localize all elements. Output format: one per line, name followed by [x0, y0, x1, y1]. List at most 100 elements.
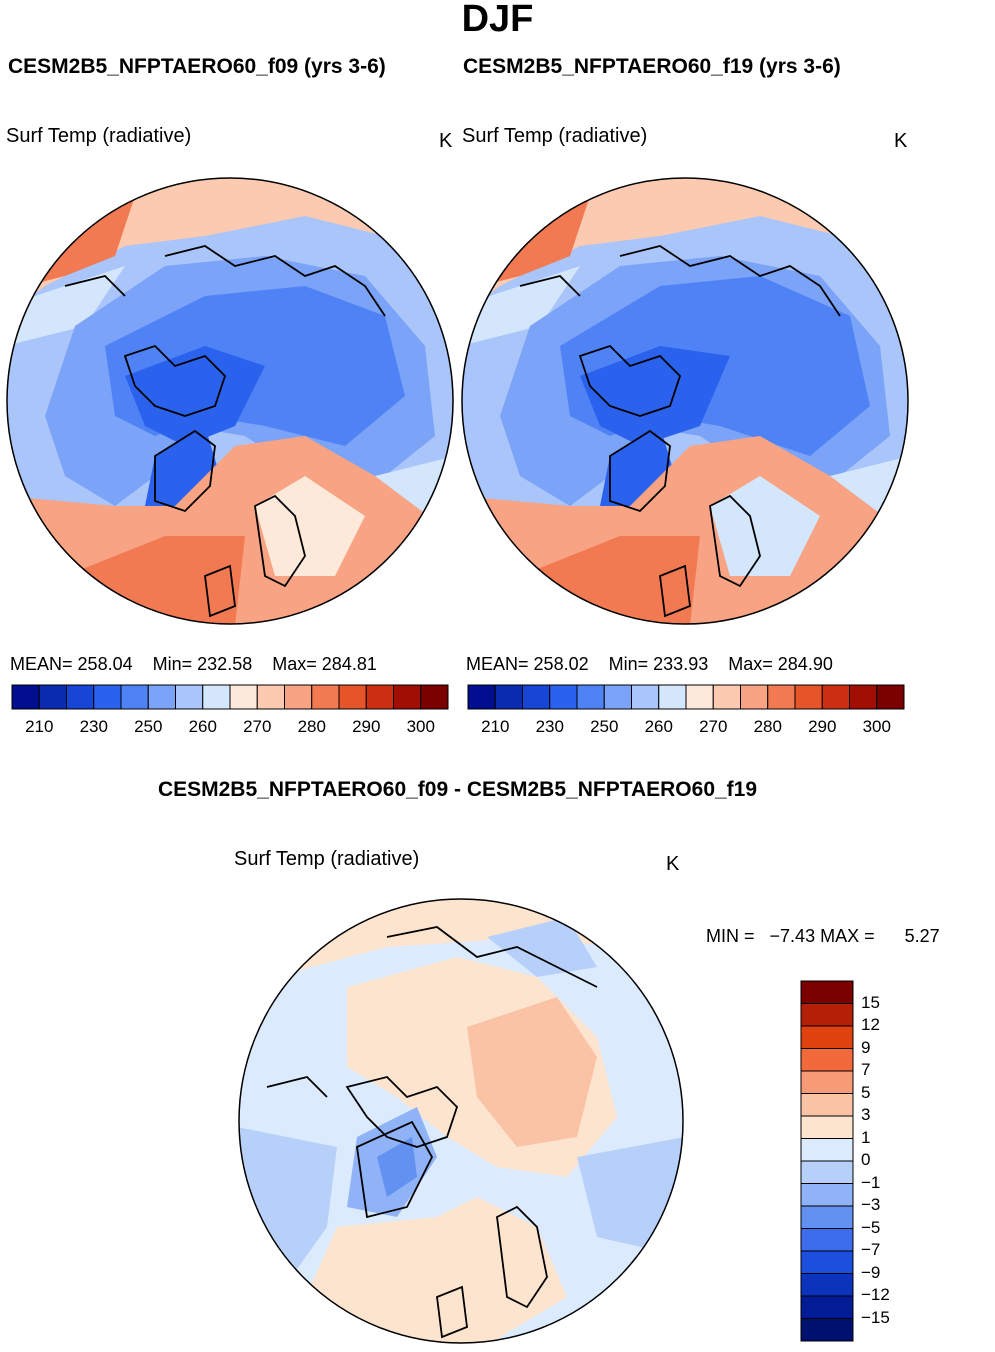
- panel3-map-boundary: [238, 898, 684, 1344]
- diff-title: CESM2B5_NFPTAERO60_f09 - CESM2B5_NFPTAER…: [157, 778, 758, 801]
- panel2-max-value: 284.90: [777, 654, 833, 674]
- panel3-map: [238, 898, 684, 1344]
- panel3-colorbar-box: [800, 1250, 854, 1274]
- panel2-colorbar-box: [522, 684, 551, 710]
- panel2-colorbar-tick-label: 270: [699, 717, 728, 736]
- panel3-colorbar: [800, 980, 854, 1342]
- panel1-colorbar-tick-label: 300: [406, 717, 435, 736]
- panel3-colorbar-box: [800, 980, 854, 1004]
- panel3-colorbar-tick-label: 9: [861, 1037, 871, 1057]
- panel1-colorbar-box: [311, 684, 340, 710]
- panel1-colorbar-box: [175, 684, 204, 710]
- panel3-colorbar-box: [800, 1318, 854, 1342]
- panel2-colorbar-box: [794, 684, 823, 710]
- panel2-canada-coldest: [580, 346, 730, 446]
- panel2-colorbar-box: [658, 684, 687, 710]
- panel3-max-label: MAX =: [820, 926, 875, 946]
- panel1-colorbar-box: [338, 684, 367, 710]
- panel3-min-value: −7.43: [769, 926, 816, 946]
- panel1-colorbar-tick-label: 250: [134, 717, 163, 736]
- panel3-colorbar-tick-label: −1: [861, 1172, 881, 1192]
- panel1-map-boundary: [6, 177, 454, 625]
- panel3-siberia-warmer: [467, 997, 597, 1147]
- panel3-colorbar-box: [800, 1205, 854, 1229]
- panel3-colorbar-tick-label: 5: [861, 1082, 871, 1102]
- panel1-colorbar-tick-label: 210: [25, 717, 54, 736]
- panel1-coastlines: [64, 245, 386, 618]
- panel3-colorbar-box: [800, 1160, 854, 1184]
- panel3-coastlines: [266, 926, 598, 1339]
- panel1-colorbar-box: [11, 684, 40, 710]
- panel3-colorbar-tick-label: −5: [861, 1217, 881, 1237]
- panel1-colorbar-tick-label: 260: [188, 717, 217, 736]
- panel3-max-value: 5.27: [904, 926, 940, 946]
- panel2-colorbar-tick-label: 260: [644, 717, 673, 736]
- panel2-units: K: [894, 130, 908, 152]
- panel1-colorbar-box: [147, 684, 176, 710]
- panel2-colorbar-tick-label: 230: [535, 717, 564, 736]
- panel2-coastlines: [519, 245, 841, 618]
- panel2-map: [461, 177, 909, 625]
- panel2-colorbar-box: [631, 684, 660, 710]
- panel1-colorbar-box: [393, 684, 422, 710]
- panel1-colorbar-tick-label: 230: [79, 717, 108, 736]
- panel2-variable-label: Surf Temp (radiative): [462, 125, 648, 147]
- panel2-colorbar-box: [576, 684, 605, 710]
- panel2-colorbar-box: [603, 684, 632, 710]
- panel3-colorbar-box: [800, 1228, 854, 1252]
- panel2-max-label: Max=: [728, 654, 773, 674]
- panel3-colorbar-tick-label: 0: [861, 1150, 871, 1169]
- panel3-bering-cool: [487, 917, 597, 977]
- panel2-colorbar-tick-label: 210: [481, 717, 510, 736]
- panel1-stats: MEAN= 258.04 Min= 232.58 Max= 284.81: [10, 654, 377, 675]
- panel1-canada-coldest: [125, 346, 265, 446]
- panel2-colorbar-box: [767, 684, 796, 710]
- panel3-colorbar-box: [800, 1138, 854, 1162]
- panel3-colorbar-tick-label: 12: [861, 1015, 880, 1034]
- panel3-colorbar-box: [800, 1115, 854, 1139]
- panel3-colorbar-box: [800, 1295, 854, 1319]
- panel1-colorbar-tick-label: 270: [243, 717, 272, 736]
- panel3-colorbar-tick-label: 15: [861, 992, 880, 1012]
- panel3-colorbar-tick-label: −15: [861, 1307, 890, 1327]
- panel1-colorbar-box: [229, 684, 258, 710]
- panel2-colorbar-box: [712, 684, 741, 710]
- panel3-colorbar-tick-label: 3: [861, 1105, 871, 1124]
- panel2-mean-label: MEAN=: [466, 654, 529, 674]
- panel3-units: K: [666, 853, 680, 875]
- panel2-colorbar-tick-label: 290: [808, 717, 837, 736]
- panel2-colorbar-tick-label: 300: [862, 717, 891, 736]
- panel2-colorbar: [467, 684, 905, 710]
- panel3-colorbar-tick-label: 7: [861, 1060, 871, 1079]
- page-title: DJF: [461, 0, 534, 40]
- panel2-colorbar-box: [494, 684, 523, 710]
- panel3-colorbar-tick-label: −9: [861, 1262, 881, 1282]
- panel2-stats: MEAN= 258.02 Min= 233.93 Max= 284.90: [466, 654, 833, 675]
- panel1-colorbar-box: [365, 684, 394, 710]
- panel2-colorbar-box: [685, 684, 714, 710]
- panel2-colorbar-box: [821, 684, 850, 710]
- panel1-colorbar-box: [120, 684, 149, 710]
- panel1-mean-label: MEAN=: [10, 654, 73, 674]
- panel3-colorbar-tick-label: −3: [861, 1195, 881, 1214]
- panel1-europe-light: [255, 476, 365, 576]
- panel1-min-value: 232.58: [197, 654, 253, 674]
- panel1-colorbar-box: [38, 684, 67, 710]
- panel1-colorbar-box: [420, 684, 449, 710]
- panel2-mean-value: 258.02: [533, 654, 589, 674]
- panel3-colorbar-tick-label: −7: [861, 1240, 881, 1259]
- panel3-colorbar-box: [800, 1183, 854, 1207]
- panel2-case-title: CESM2B5_NFPTAERO60_f19 (yrs 3-6): [463, 55, 841, 78]
- panel1-mean-value: 258.04: [77, 654, 133, 674]
- panel2-colorbar-tick-label: 280: [753, 717, 782, 736]
- panel1-colorbar-box: [66, 684, 95, 710]
- panel3-greenland-coldest: [377, 1137, 417, 1197]
- panel2-map-boundary: [461, 177, 909, 625]
- panel1-variable-label: Surf Temp (radiative): [6, 125, 192, 147]
- panel3-min-label: MIN =: [706, 926, 755, 946]
- panel2-colorbar-box: [876, 684, 905, 710]
- panel2-min-value: 233.93: [653, 654, 709, 674]
- panel1-colorbar-tick-label: 290: [352, 717, 381, 736]
- panel2-colorbar-box: [467, 684, 496, 710]
- panel3-colorbar-box: [800, 1025, 854, 1049]
